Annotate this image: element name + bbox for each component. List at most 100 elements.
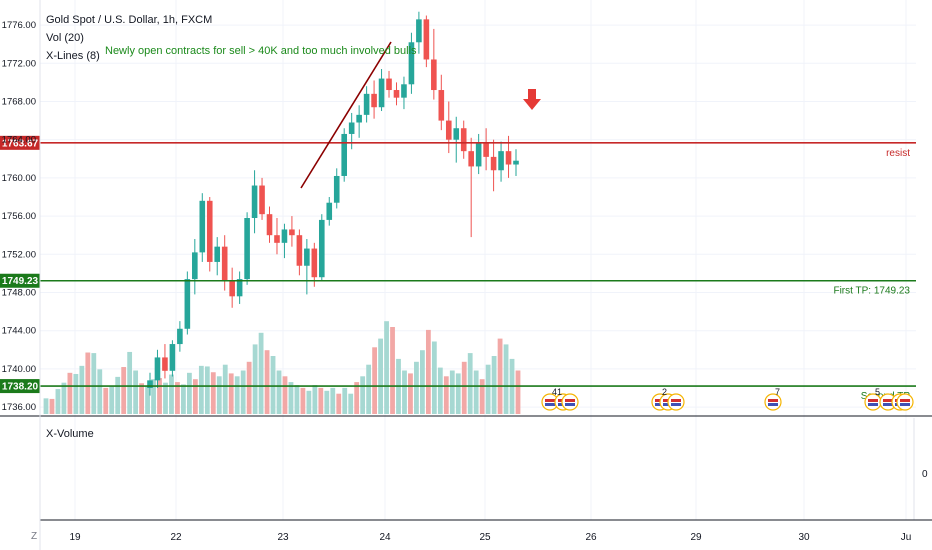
volume-bar [449,370,455,414]
volume-bar [127,351,133,414]
volume-bar [491,356,497,414]
volume-bar [300,387,306,414]
legend-xlines[interactable]: X-Lines (8) [46,50,100,62]
candle-body [326,202,333,220]
time-tick-label: 29 [690,532,702,543]
level-label: First TP: 1749.23 [833,286,910,297]
candle-body [266,214,273,236]
volume-bar [354,382,360,414]
volume-bar [103,387,109,414]
volume-bar [378,338,383,414]
candle-body [184,279,191,329]
candle-body [445,120,452,140]
price-tick-label: 1752.00 [2,249,36,260]
volume-bar [85,352,91,414]
volume-bar [228,373,234,414]
candle-body [393,90,400,98]
candle-body [513,160,519,165]
flag-stripe [768,403,778,406]
volume-bar [420,350,425,414]
candle-body [386,78,392,91]
volume-bar [479,379,485,414]
trendline[interactable] [300,41,392,189]
volume-bar [402,370,407,414]
volume-bar [414,361,419,414]
volume-bar [198,365,204,414]
volume-bar [222,364,228,414]
time-tick-label: 25 [479,532,491,543]
time-tick-label: 24 [379,532,391,543]
volume-bar [67,372,73,414]
candle-body [229,281,235,297]
candle-body [274,235,280,243]
time-tick-label: 23 [277,532,289,543]
volume-bar [497,338,503,414]
price-tick-label: 1760.00 [2,173,36,184]
candle-body [401,84,407,98]
level-price-label: 1763.67 [2,138,39,149]
volume-bar [121,367,127,414]
flag-stripe [883,399,893,402]
price-axis[interactable]: 1736.00 1740.00 1744.00 1748.00 1752.00 1756.… [2,20,36,413]
volume-bar [282,376,288,414]
volume-bar [461,361,467,414]
candles [147,11,519,396]
level-price-tag [0,379,40,394]
volume-bar [186,372,192,414]
volume-bar [348,393,354,414]
candle-body [192,252,198,280]
candle-body [341,133,348,176]
candle-body [199,200,206,253]
price-tick-label: 1740.00 [2,364,36,375]
flag-stripe [900,399,910,402]
candle-body [147,380,153,388]
volume-bar [181,384,186,414]
flag-stripe [868,399,878,402]
time-tick-label: 19 [69,532,81,543]
candle-body [281,229,288,243]
volume-bar [252,344,258,414]
volume-bar [79,365,85,414]
volume-bar [324,390,330,414]
flag-stripe [545,399,555,402]
volume-bar [49,398,55,414]
volume-bars [43,321,521,414]
volume-bar [115,376,121,414]
volume-bar [360,376,366,414]
volume-bar [288,382,294,414]
flag-stripe [671,399,681,402]
candle-body [259,185,265,215]
price-tick-label: 1776.00 [2,20,36,31]
level-price-tag [0,273,40,288]
flag-stripe [565,399,575,402]
timezone-z[interactable]: Z [31,531,38,542]
candle-body [505,151,512,165]
event-badges[interactable]: 41 2 7 5 [541,387,914,411]
legend-vol[interactable]: Vol (20) [46,32,84,44]
price-tick-label: 1764.00 [2,135,36,146]
candle-body [363,93,370,115]
candle-body [162,357,168,371]
volume-bar [258,332,264,414]
flag-stripe [883,403,893,406]
volume-bar [210,372,216,414]
volume-bar [246,361,252,414]
candle-body [221,246,228,282]
volume-bar [390,327,395,414]
candle-body [453,128,460,140]
volume-bar [234,376,240,414]
volume-bar [276,370,282,414]
event-badge-count: 2 [662,387,667,397]
candle-body [483,143,489,157]
legend-xvolume[interactable]: X-Volume [46,428,94,440]
price-tick-label: 1744.00 [2,326,36,337]
volume-bar [342,387,348,414]
volume-bar [61,382,67,414]
volume-bar [473,370,479,414]
volume-bar [408,373,413,414]
candle-body [318,219,325,278]
volume-bar [43,398,49,414]
candle-body [177,328,183,345]
time-axis[interactable]: 19 22 23 24 25 26 29 30 Ju [40,519,932,543]
